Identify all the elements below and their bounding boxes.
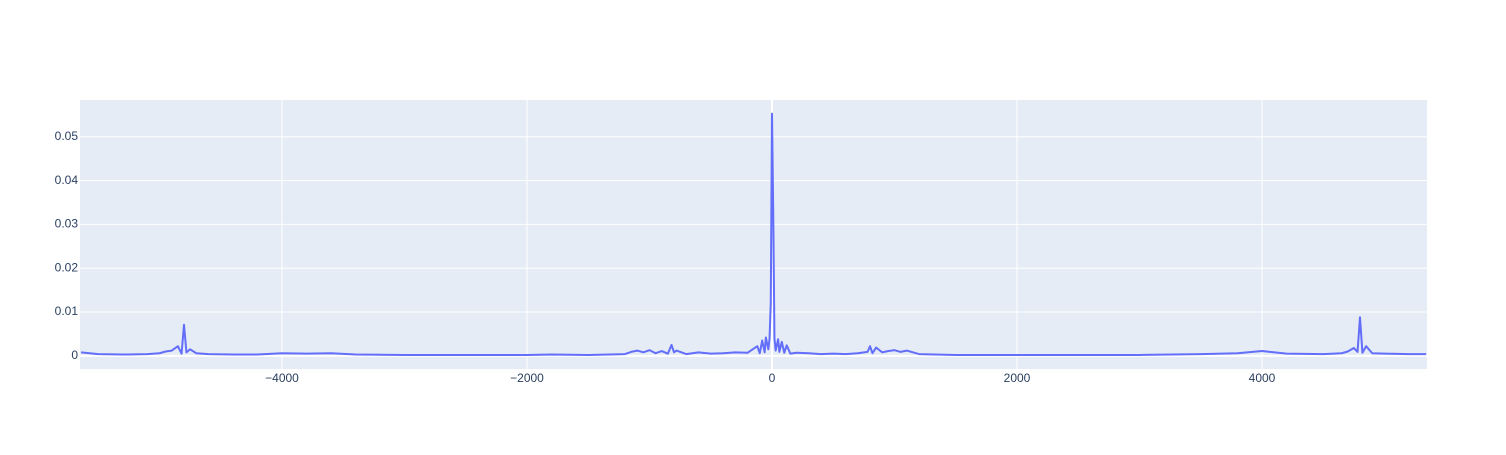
line-series — [80, 112, 1427, 356]
y-tick-label: 0.04 — [55, 173, 79, 187]
y-tick-label: 0.05 — [55, 129, 79, 143]
y-tick-label: 0.02 — [55, 260, 79, 274]
x-tick-label: 4000 — [1249, 371, 1276, 385]
plot-area — [80, 100, 1427, 369]
x-tick-label: 0 — [769, 371, 776, 385]
x-tick-label: −2000 — [510, 371, 544, 385]
y-tick-label: 0 — [71, 348, 78, 362]
x-tick-label: −4000 — [265, 371, 299, 385]
y-tick-label: 0.03 — [55, 217, 79, 231]
y-tick-label: 0.01 — [55, 304, 79, 318]
x-tick-label: 2000 — [1004, 371, 1031, 385]
